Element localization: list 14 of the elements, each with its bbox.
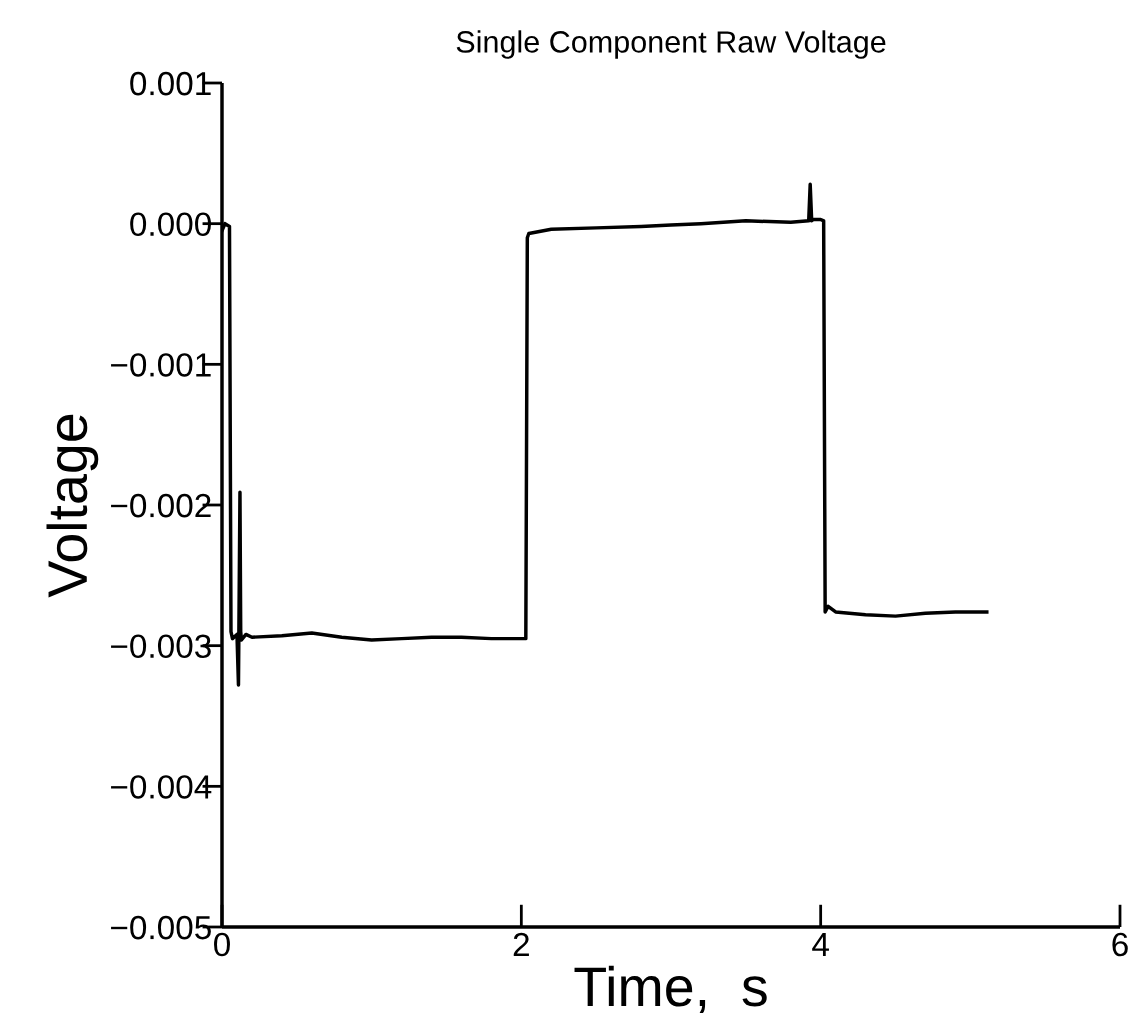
y-tick-label: −0.003 [111,634,211,659]
x-tick-label: 2 [513,932,529,957]
y-tick-label: 0.000 [130,212,211,237]
x-tick-label: 6 [1112,932,1128,957]
x-axis-title: Time, s [574,965,767,1014]
x-tick-label: 4 [812,933,829,957]
chart-title: Single Component Raw Voltage [456,30,886,59]
y-tick-label: −0.004 [111,775,212,799]
y-tick-label: −0.005 [111,915,211,940]
y-tick-label: 0.001 [130,71,211,96]
y-tick-label: −0.002 [111,493,211,518]
x-tick-label: 0 [214,932,230,957]
y-tick-label: −0.001 [111,353,211,377]
y-axis-title: Voltage [46,414,99,598]
